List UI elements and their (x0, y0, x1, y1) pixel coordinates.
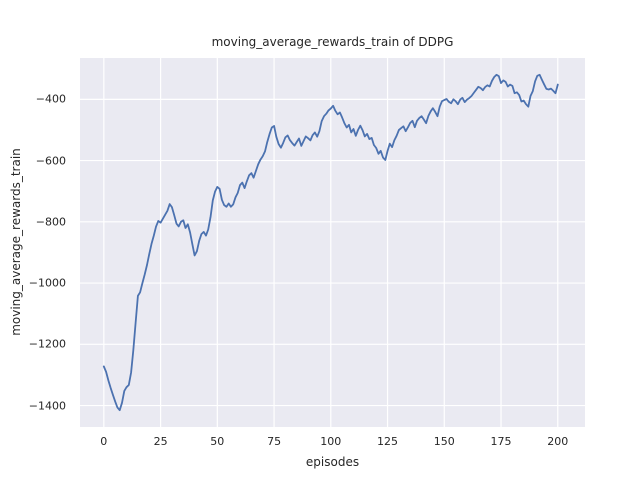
y-tick-label: −1000 (28, 276, 66, 290)
data-line-series (102, 73, 559, 412)
x-tick-label: 125 (377, 435, 398, 448)
x-tick-label: 25 (153, 435, 168, 448)
x-axis-label: episodes (305, 455, 360, 469)
x-tick-label: 100 (320, 435, 342, 448)
y-tick-label: −1200 (28, 337, 66, 351)
plot-area (80, 58, 585, 427)
x-tick-label: 0 (100, 435, 108, 448)
y-axis-label: moving_average_rewards_train (9, 148, 23, 336)
y-tick-label: −1400 (28, 399, 66, 413)
y-tick-label: −800 (35, 215, 66, 229)
x-tick-label: 200 (547, 435, 569, 448)
chart-title: moving_average_rewards_train of DDPG (211, 35, 454, 49)
x-tick-label: 50 (210, 435, 225, 448)
x-tick-label: 175 (490, 435, 512, 448)
y-tick-label: −600 (35, 154, 66, 168)
x-tick-label: 75 (267, 435, 282, 448)
x-tick-label: 150 (433, 435, 455, 448)
y-tick-label: −400 (35, 92, 66, 106)
